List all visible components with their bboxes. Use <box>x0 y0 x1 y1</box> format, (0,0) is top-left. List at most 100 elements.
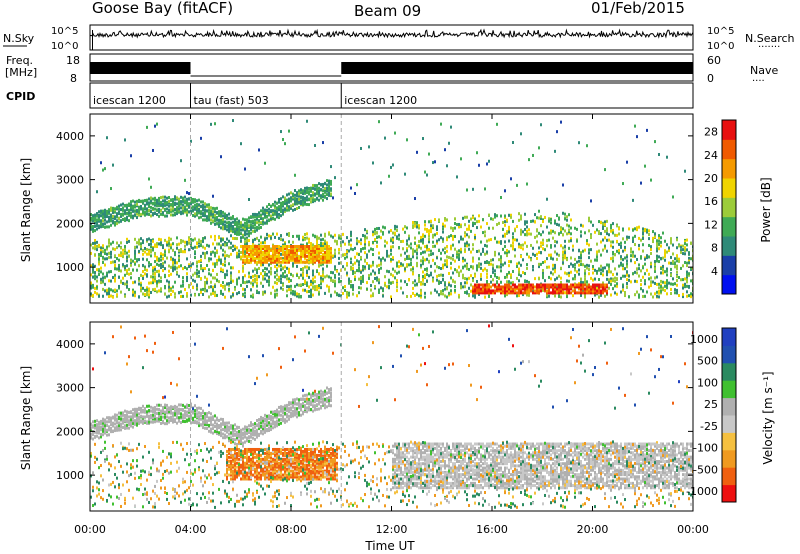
nave-tick-top: 60 <box>707 54 721 67</box>
scatter-cell <box>286 245 288 248</box>
scatter-cell <box>280 197 282 201</box>
scatter-cell <box>452 243 454 247</box>
scatter-cell <box>308 187 310 191</box>
scatter-cell <box>428 253 430 257</box>
scatter-cell <box>274 271 276 275</box>
scatter-cell <box>142 292 144 296</box>
scatter-cell <box>206 289 208 293</box>
scatter-cell <box>536 240 538 244</box>
scatter-cell <box>180 264 182 268</box>
scatter-cell <box>166 207 168 211</box>
scatter-cell <box>594 289 596 293</box>
scatter-cell <box>252 248 254 252</box>
scatter-cell <box>296 248 298 252</box>
scatter-cell <box>178 291 180 295</box>
scatter-cell <box>324 291 326 295</box>
scatter-cell <box>130 272 132 276</box>
scatter-cell <box>266 248 268 252</box>
scatter-cell <box>348 279 350 283</box>
scatter-cell <box>598 285 600 289</box>
scatter-cell <box>496 265 498 269</box>
scatter-cell <box>248 271 250 275</box>
scatter-cell <box>290 198 292 202</box>
scatter-cell <box>544 287 546 291</box>
scatter-cell <box>126 240 128 244</box>
scatter-cell <box>380 266 382 270</box>
scatter-cell <box>162 213 164 217</box>
scatter-cell <box>528 287 530 291</box>
scatter-cell <box>486 269 488 273</box>
scatter-cell <box>234 218 236 222</box>
scatter-cell <box>246 227 248 231</box>
scatter-cell <box>154 203 156 207</box>
scatter-cell <box>258 148 260 152</box>
scatter-cell <box>282 250 284 254</box>
scatter-cell <box>316 243 318 247</box>
scatter-cell <box>438 238 440 242</box>
scatter-cell <box>426 246 428 250</box>
scatter-cell <box>392 236 394 240</box>
scatter-cell <box>318 236 320 240</box>
scatter-cell <box>392 231 394 235</box>
scatter-cell <box>542 285 544 289</box>
scatter-cell <box>264 277 266 281</box>
scatter-cell <box>678 294 680 298</box>
scatter-cell <box>198 216 200 220</box>
scatter-cell <box>286 260 288 264</box>
scatter-cell <box>270 260 272 264</box>
scatter-cell <box>212 214 214 218</box>
scatter-cell <box>312 277 314 281</box>
scatter-cell <box>130 200 132 204</box>
scatter-cell <box>346 295 348 299</box>
scatter-cell <box>504 285 506 289</box>
scatter-cell <box>152 275 154 279</box>
scatter-cell <box>130 203 132 207</box>
scatter-cell <box>302 268 304 272</box>
scatter-cell <box>94 244 96 248</box>
scatter-cell <box>328 285 330 289</box>
scatter-cell <box>558 294 560 298</box>
scatter-cell <box>148 197 150 201</box>
scatter-cell <box>618 264 620 268</box>
scatter-cell <box>150 281 152 285</box>
scatter-cell <box>312 258 314 262</box>
scatter-cell <box>96 275 98 279</box>
scatter-cell <box>172 204 174 208</box>
scatter-cell <box>306 281 308 285</box>
scatter-cell <box>306 271 308 275</box>
scatter-cell <box>152 148 154 152</box>
scatter-cell <box>240 236 242 240</box>
scatter-cell <box>532 264 534 268</box>
scatter-cell <box>328 245 330 248</box>
scatter-cell <box>286 258 288 262</box>
scatter-cell <box>242 246 244 250</box>
power-colorbar-tick: 4 <box>711 265 718 278</box>
scatter-cell <box>100 419 102 423</box>
scatter-cell <box>568 265 570 269</box>
scatter-cell <box>566 279 568 283</box>
scatter-cell <box>214 234 216 238</box>
scatter-cell <box>240 255 242 259</box>
scatter-cell <box>372 240 374 244</box>
scatter-cell <box>156 213 158 217</box>
scatter-cell <box>140 245 142 249</box>
scatter-cell <box>448 293 450 297</box>
scatter-cell <box>148 204 150 208</box>
scatter-cell <box>164 207 166 211</box>
scatter-cell <box>180 159 182 163</box>
scatter-cell <box>534 253 536 257</box>
scatter-cell <box>238 252 240 256</box>
scatter-cell <box>632 250 634 254</box>
scatter-cell <box>154 207 156 211</box>
scatter-cell <box>528 280 530 284</box>
scatter-cell <box>148 287 150 291</box>
scatter-cell <box>266 232 268 236</box>
scatter-cell <box>146 288 148 292</box>
scatter-cell <box>118 486 120 490</box>
scatter-cell <box>282 211 284 215</box>
scatter-cell <box>92 485 94 489</box>
scatter-cell <box>262 209 264 213</box>
scatter-cell <box>626 235 628 239</box>
scatter-cell <box>214 222 216 226</box>
